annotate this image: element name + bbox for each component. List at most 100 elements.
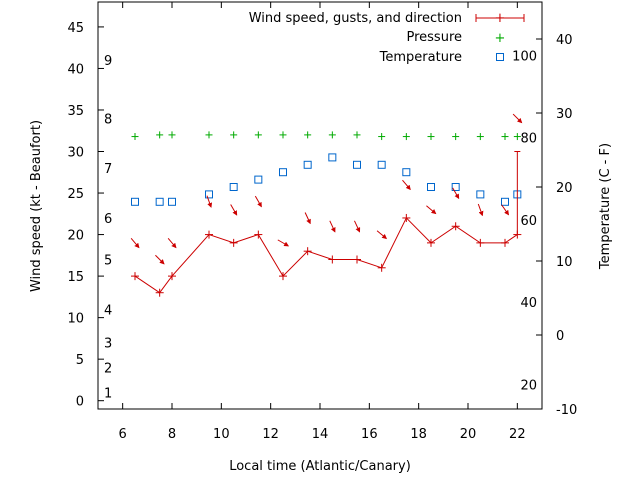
pressure-point	[513, 133, 521, 141]
beaufort-label: 6	[104, 212, 112, 227]
temperature-point	[328, 153, 337, 162]
wind-speed-point	[131, 272, 139, 281]
y-axis-label-right: Temperature (C - F)	[598, 143, 613, 270]
wind-direction-arrow	[155, 254, 165, 265]
wind-direction-arrow	[304, 212, 311, 225]
wind-direction-arrow	[277, 239, 290, 247]
fahrenheit-labels: 20 40 60 80 100	[512, 49, 537, 393]
y-tick-label-right: 30	[556, 107, 573, 122]
pressure-point	[254, 131, 262, 139]
beaufort-label: 2	[104, 361, 112, 376]
pressure-point	[427, 133, 435, 141]
temperature-series	[131, 153, 522, 206]
pressure-point	[205, 131, 213, 139]
legend-label-wind: Wind speed, gusts, and direction	[249, 11, 462, 26]
temperature-point	[353, 160, 361, 169]
pressure-point	[230, 131, 238, 139]
wind-series	[131, 151, 522, 297]
wind-speed-point	[155, 288, 164, 297]
beaufort-label: 1	[104, 386, 112, 401]
legend-label-wind-marker: +	[495, 11, 506, 26]
fahrenheit-label: 100	[512, 49, 537, 64]
x-tick-label: 10	[213, 427, 230, 442]
wind-direction-arrow	[477, 203, 484, 217]
x-tick-label: 12	[262, 427, 279, 442]
y-tick-label-left: 35	[67, 104, 84, 119]
temperature-point	[168, 197, 176, 206]
y-tick-label-left: 10	[67, 312, 84, 327]
legend-label-pressure: Pressure	[406, 30, 462, 45]
pressure-point	[304, 131, 312, 139]
wind-direction-arrow	[402, 179, 411, 191]
temperature-point	[155, 197, 164, 206]
beaufort-label: 3	[104, 337, 112, 352]
pressure-point	[476, 133, 484, 141]
wind-speed-point	[427, 238, 435, 247]
legend-swatch-pressure: +	[495, 31, 506, 46]
x-tick-label: 8	[168, 427, 176, 442]
wind-speed-point	[279, 272, 287, 281]
wind-direction-arrow	[230, 204, 238, 216]
y-tick-label-right: 0	[556, 329, 564, 344]
pressure-point	[353, 131, 361, 139]
y-tick-label-left: 20	[67, 229, 84, 244]
pressure-point	[279, 131, 287, 139]
beaufort-label: 9	[104, 54, 112, 69]
temperature-point	[229, 183, 238, 191]
y-tick-label-left: 45	[67, 21, 84, 36]
beaufort-label: 5	[104, 253, 112, 268]
wind-direction-arrow	[376, 230, 388, 240]
wind-direction-arrow	[206, 195, 213, 208]
temperature-point	[254, 175, 263, 184]
wind-direction-arrow	[501, 204, 510, 216]
legend-label-temperature: Temperature	[379, 50, 462, 65]
wind-speed-point	[377, 263, 386, 272]
y-tick-label-left: 30	[67, 146, 84, 161]
wind-direction-arrows	[130, 113, 523, 265]
temperature-point	[501, 197, 509, 206]
wind-speed-point	[229, 238, 238, 247]
temperature-point	[377, 160, 386, 169]
wind-speed-point	[303, 247, 312, 256]
pressure-point	[156, 131, 164, 139]
x-tick-label: 16	[361, 427, 378, 442]
wind-speed-point	[254, 230, 263, 239]
axis-ticks: 6 8 10 12 14 16 18 20 22051015202530354045-10010…	[67, 2, 577, 442]
pressure-point	[402, 133, 410, 141]
y-axis-label-left: Wind speed (kt - Beaufort)	[29, 120, 44, 292]
x-tick-label: 18	[410, 427, 427, 442]
pressure-point	[452, 133, 460, 141]
temperature-point	[279, 168, 287, 177]
wind-direction-arrow	[130, 237, 140, 249]
temperature-point	[402, 168, 411, 177]
pressure-point	[131, 133, 139, 141]
temperature-point	[131, 197, 139, 206]
wind-speed-point	[328, 255, 337, 264]
x-axis-label: Local time (Atlantic/Canary)	[229, 459, 411, 474]
pressure-point	[378, 133, 386, 141]
fahrenheit-label: 80	[520, 132, 537, 147]
pressure-point	[501, 133, 509, 141]
temperature-point	[303, 160, 312, 169]
y-tick-label-right: 10	[556, 255, 573, 270]
wind-direction-arrow	[452, 187, 460, 200]
wind-speed-point	[353, 255, 361, 264]
pressure-point	[168, 131, 176, 139]
pressure-point	[328, 131, 336, 139]
x-tick-label: 14	[312, 427, 329, 442]
wind-speed-line	[134, 217, 518, 294]
wind-speed-point	[476, 238, 485, 247]
wind-direction-arrow	[329, 220, 336, 233]
fahrenheit-label: 60	[520, 214, 537, 229]
beaufort-label: 7	[104, 162, 112, 177]
beaufort-label: 4	[104, 303, 112, 318]
y-tick-label-left: 40	[67, 62, 84, 77]
wind-direction-arrow	[512, 113, 523, 124]
y-tick-label-left: 25	[67, 187, 84, 202]
wind-speed-point	[402, 213, 411, 222]
temperature-point	[451, 183, 460, 191]
wind-direction-arrow	[354, 220, 361, 233]
y-tick-label-right: -10	[556, 403, 577, 418]
wind-direction-arrow	[426, 205, 437, 215]
